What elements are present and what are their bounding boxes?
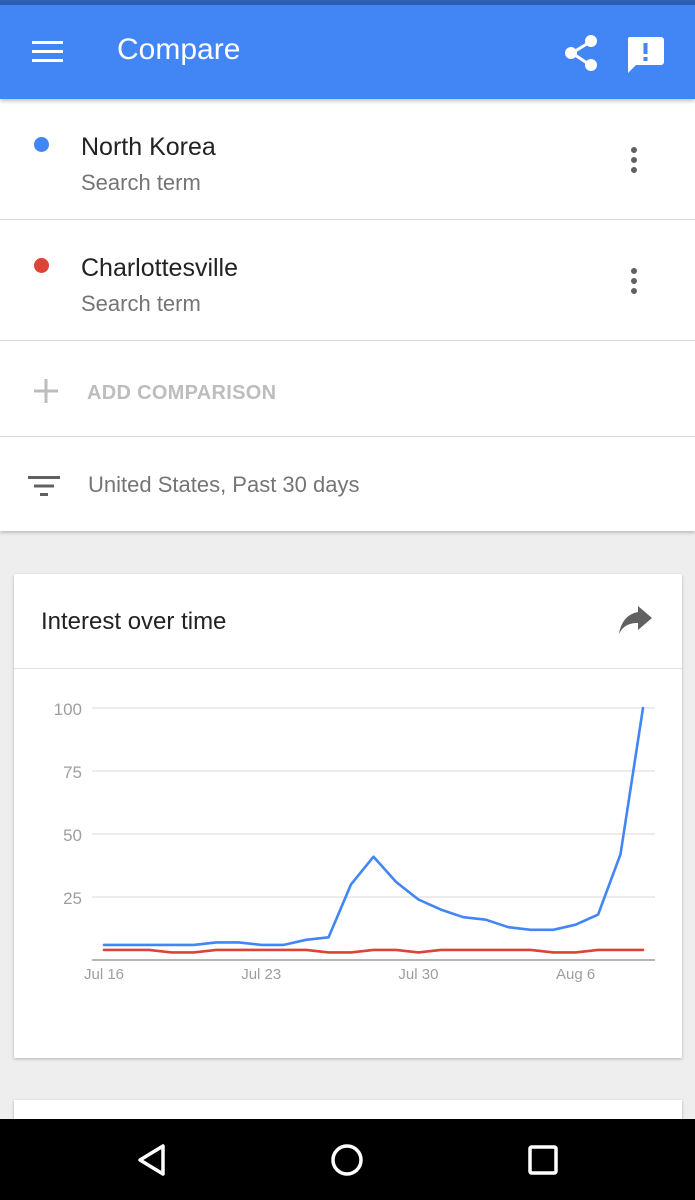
feedback-icon	[627, 37, 664, 73]
menu-icon-bar	[32, 59, 63, 62]
more-vert-icon-dot	[631, 157, 637, 163]
app-bar: Compare	[0, 5, 695, 99]
menu-icon-bar	[32, 50, 63, 53]
filter-button[interactable]: United States, Past 30 days	[0, 437, 695, 531]
recents-icon	[528, 1145, 558, 1175]
more-vert-icon-dot	[631, 288, 637, 294]
y-tick-label: 25	[63, 889, 82, 908]
search-term-type: Search term	[81, 291, 201, 316]
menu-button[interactable]	[22, 33, 72, 73]
share-arrow-icon	[619, 606, 652, 634]
y-tick-label: 75	[63, 763, 82, 782]
filter-label: United States, Past 30 days	[88, 472, 360, 497]
share-icon	[565, 35, 597, 71]
add-comparison-button[interactable]: ADD COMPARISON	[0, 342, 695, 437]
more-vert-icon	[631, 147, 637, 153]
add-comparison-label: ADD COMPARISON	[87, 382, 277, 404]
search-term-type: Search term	[81, 170, 201, 195]
card-header: Interest over time	[14, 574, 682, 669]
filter-icon	[28, 476, 60, 496]
x-tick-label: Jul 23	[241, 966, 281, 983]
more-vert-icon-dot	[631, 167, 637, 173]
y-tick-label: 50	[63, 826, 82, 845]
x-tick-label: Aug 6	[556, 966, 595, 983]
more-options-button[interactable]	[614, 139, 654, 179]
menu-icon	[32, 41, 63, 44]
system-nav-bar	[0, 1119, 695, 1200]
home-button[interactable]	[324, 1137, 370, 1183]
recents-button[interactable]	[520, 1137, 566, 1183]
search-terms-panel: North Korea Search term Charlottesville …	[0, 99, 695, 531]
more-vert-icon-dot	[631, 278, 637, 284]
x-tick-label: Jul 30	[398, 966, 438, 983]
page-title: Compare	[117, 33, 241, 66]
plus-icon	[34, 379, 58, 403]
interest-line-chart: 25 50 75 100 Jul 16 Jul 23 Jul 30 Aug 6	[54, 700, 655, 983]
series-color-dot	[34, 137, 49, 152]
share-button[interactable]	[560, 32, 604, 76]
series-line-1	[102, 948, 645, 954]
share-chart-button[interactable]	[616, 604, 656, 640]
card-title: Interest over time	[41, 608, 227, 635]
status-strip	[0, 0, 695, 5]
x-tick-label: Jul 16	[84, 966, 124, 983]
search-term-row[interactable]: North Korea Search term	[0, 99, 695, 220]
back-icon	[138, 1144, 165, 1176]
more-options-button[interactable]	[614, 260, 654, 300]
home-icon	[331, 1144, 363, 1176]
series-line-0	[102, 706, 645, 947]
search-term-name: North Korea	[81, 133, 216, 161]
series-color-dot	[34, 258, 49, 273]
feedback-button[interactable]	[622, 32, 668, 78]
interest-over-time-card: Interest over time 25 50 75 100 Jul 16 Jul 23…	[14, 574, 682, 1058]
back-button[interactable]	[128, 1137, 174, 1183]
search-term-name: Charlottesville	[81, 254, 239, 282]
more-vert-icon	[631, 268, 637, 274]
search-term-row[interactable]: Charlottesville Search term	[0, 220, 695, 341]
y-tick-label: 100	[54, 700, 82, 719]
